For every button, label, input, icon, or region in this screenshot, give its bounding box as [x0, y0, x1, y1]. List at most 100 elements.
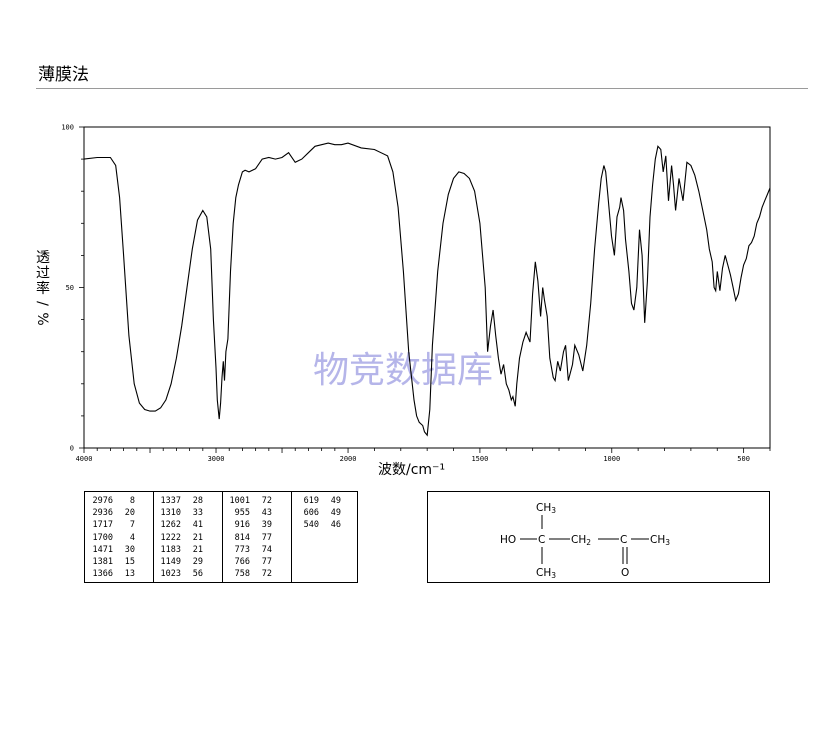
x-tick-label: 500 — [737, 455, 750, 463]
peak-transmittance: 13 — [124, 569, 135, 580]
y-axis-title-char: / — [34, 301, 50, 306]
peak-wavenumber: 1183 — [160, 544, 181, 555]
peak-transmittance: 49 — [330, 508, 341, 519]
peak-wavenumber: 1717 — [92, 520, 113, 531]
peak-transmittance: 74 — [261, 544, 272, 555]
peak-transmittance: 56 — [192, 569, 203, 580]
peak-transmittance: 7 — [129, 520, 135, 531]
x-tick-label: 4000 — [76, 455, 93, 463]
peak-transmittance: 29 — [192, 556, 203, 567]
peak-table: 2976 8 2936 20 1717 7 1700 4 1471 30 1381 15 1366 13 … — [84, 491, 358, 583]
peak-row: 773 74 — [224, 544, 272, 556]
peak-transmittance: 4 — [129, 532, 135, 543]
peak-wavenumber: 540 — [303, 520, 319, 531]
peak-row: 814 77 — [224, 532, 272, 544]
y-axis-title-char: 率 — [36, 280, 50, 297]
peak-row: 2976 8 — [87, 495, 135, 507]
peak-transmittance: 41 — [192, 520, 203, 531]
x-tick-label: 1500 — [471, 455, 488, 463]
header-divider — [36, 88, 808, 89]
peak-transmittance: 20 — [124, 508, 135, 519]
peak-row: 1183 21 — [155, 544, 203, 556]
methylene-label: CH2 — [571, 534, 591, 547]
peak-wavenumber: 1262 — [160, 520, 181, 531]
peak-wavenumber: 1700 — [92, 532, 113, 543]
peak-transmittance: 33 — [192, 508, 203, 519]
peak-transmittance: 8 — [129, 496, 135, 506]
peak-wavenumber: 1149 — [160, 556, 181, 567]
peak-row: 1262 41 — [155, 519, 203, 531]
peak-wavenumber: 1023 — [160, 569, 181, 580]
peak-wavenumber: 814 — [234, 532, 250, 543]
peak-column-divider — [291, 492, 292, 582]
peak-wavenumber: 773 — [234, 544, 250, 555]
y-tick-label: 0 — [70, 445, 74, 453]
peak-wavenumber: 606 — [303, 508, 319, 519]
hydroxyl-label: HO — [500, 534, 516, 546]
peak-transmittance: 39 — [261, 520, 272, 531]
plot-frame — [83, 126, 771, 449]
peak-row: 1001 72 — [224, 495, 272, 507]
peak-wavenumber: 1001 — [229, 496, 250, 506]
peak-row: 916 39 — [224, 519, 272, 531]
y-axis-title: 透过率 /% — [34, 250, 50, 326]
methyl-bottom-label: CH3 — [536, 567, 556, 580]
peak-row: 1149 29 — [155, 556, 203, 568]
x-axis-title: 波数/cm⁻¹ — [378, 462, 445, 478]
methyl-top-label: CH3 — [536, 502, 556, 515]
peak-transmittance: 21 — [192, 544, 203, 555]
peak-column-divider — [153, 492, 154, 582]
peak-wavenumber: 619 — [303, 496, 319, 506]
peak-wavenumber: 1366 — [92, 569, 113, 580]
peak-row: 1471 30 — [87, 544, 135, 556]
peak-wavenumber: 2936 — [92, 508, 113, 519]
peak-row: 540 46 — [293, 519, 341, 531]
peak-row: 1337 28 — [155, 495, 203, 507]
y-tick-label: 100 — [61, 124, 74, 132]
peak-wavenumber: 1310 — [160, 508, 181, 519]
peak-column-4: 619 49 606 49 540 46 — [293, 495, 341, 581]
quaternary-carbon-label: C — [538, 534, 545, 546]
peak-wavenumber: 1337 — [160, 496, 181, 506]
peak-row: 619 49 — [293, 495, 341, 507]
peak-transmittance: 28 — [192, 496, 203, 506]
peak-row: 1310 33 — [155, 507, 203, 519]
peak-transmittance: 72 — [261, 496, 272, 506]
y-axis-title-char: 过 — [36, 266, 50, 282]
spectrum-line — [83, 142, 771, 437]
structure-diagram: HO C CH3 CH3 CH2 C O CH3 — [500, 502, 670, 580]
x-tick-label: 1000 — [603, 455, 620, 463]
peak-row: 758 72 — [224, 568, 272, 580]
peak-transmittance: 30 — [124, 544, 135, 555]
peak-wavenumber: 1471 — [92, 544, 113, 555]
peak-row: 1381 15 — [87, 556, 135, 568]
peak-row: 1717 7 — [87, 519, 135, 531]
y-tick-label: 50 — [66, 284, 74, 292]
peak-row: 606 49 — [293, 507, 341, 519]
peak-transmittance: 77 — [261, 532, 272, 543]
peak-column-3: 1001 72 955 43 916 39 814 77 773 74 766 77 758 72 — [224, 495, 272, 581]
ir-spectrum-chart: 4000 3000 2000 1500 1000 500 0 50 100 物竞数据库 波数/c… — [34, 124, 771, 478]
peak-row: 1700 4 — [87, 532, 135, 544]
peak-transmittance: 15 — [124, 556, 135, 567]
peak-wavenumber: 1222 — [160, 532, 181, 543]
peak-transmittance: 77 — [261, 556, 272, 567]
peak-row: 2936 20 — [87, 507, 135, 519]
peak-wavenumber: 766 — [234, 556, 250, 567]
peak-wavenumber: 955 — [234, 508, 250, 519]
peak-row: 1222 21 — [155, 532, 203, 544]
carbonyl-carbon-label: C — [620, 534, 627, 546]
x-tick-label: 3000 — [208, 455, 225, 463]
peak-column-2: 1337 28 1310 33 1262 41 1222 21 1183 21 1149 29 1023… — [155, 495, 203, 581]
structure-box: HO C CH3 CH3 CH2 C O CH3 — [427, 491, 770, 583]
peak-transmittance: 49 — [330, 496, 341, 506]
peak-row: 955 43 — [224, 507, 272, 519]
peak-column-1: 2976 8 2936 20 1717 7 1700 4 1471 30 1381 15 1366 13 — [87, 495, 135, 581]
page-title: 薄膜法 — [38, 65, 89, 85]
peak-transmittance: 21 — [192, 532, 203, 543]
y-axis-title-char: % — [34, 312, 50, 325]
peak-wavenumber: 916 — [234, 520, 250, 531]
peak-row: 766 77 — [224, 556, 272, 568]
y-axis-title-char: 透 — [36, 250, 50, 266]
carbonyl-oxygen-label: O — [621, 567, 629, 579]
